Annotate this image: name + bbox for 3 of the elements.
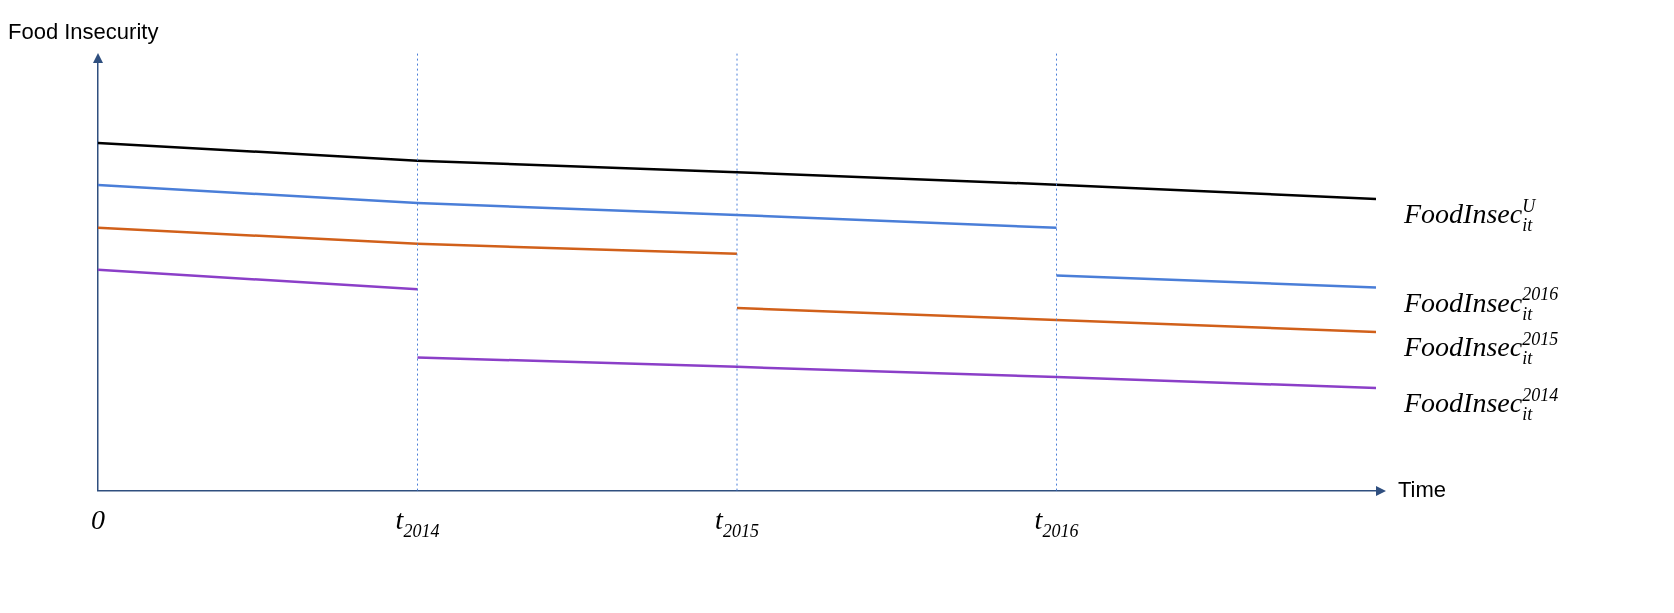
y-axis-title: Food Insecurity: [8, 19, 159, 45]
x-tick-label: 0: [91, 503, 105, 535]
x-axis-title: Time: [1398, 476, 1447, 502]
